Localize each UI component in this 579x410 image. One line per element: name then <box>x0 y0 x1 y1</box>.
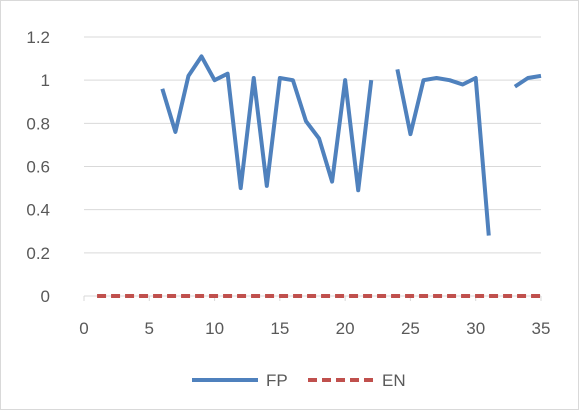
series-line-fp <box>160 54 374 193</box>
x-tick-label: 30 <box>466 319 485 338</box>
y-tick-label: 0.2 <box>26 244 50 263</box>
x-tick-label: 35 <box>532 319 551 338</box>
series-line-fp <box>395 68 491 236</box>
series-fp <box>160 54 542 236</box>
y-tick-label: 1.2 <box>26 28 50 47</box>
legend: FP EN <box>192 371 406 390</box>
x-tick-label: 20 <box>336 319 355 338</box>
legend-label: EN <box>382 371 406 390</box>
x-tick-label: 10 <box>205 319 224 338</box>
series-layer <box>97 54 542 298</box>
y-tick-label: 0.6 <box>26 158 50 177</box>
series-line-fp <box>513 73 542 89</box>
y-tick-label: 0.4 <box>26 201 50 220</box>
legend-label: FP <box>266 371 288 390</box>
gridlines <box>84 36 541 254</box>
y-tick-label: 0 <box>41 287 50 306</box>
x-tick-label: 5 <box>145 319 154 338</box>
x-tick-label: 15 <box>270 319 289 338</box>
x-tick-label: 0 <box>79 319 88 338</box>
y-axis-tick-labels: 0 0.2 0.4 0.6 0.8 1 1.2 <box>26 28 50 306</box>
legend-item-fp: FP <box>192 371 288 390</box>
y-tick-label: 1 <box>41 71 50 90</box>
legend-item-en: EN <box>308 371 406 390</box>
x-tick-label: 25 <box>401 319 420 338</box>
y-tick-label: 0.8 <box>26 114 50 133</box>
x-axis-tick-labels: 0 5 10 15 20 25 30 35 <box>79 319 550 338</box>
